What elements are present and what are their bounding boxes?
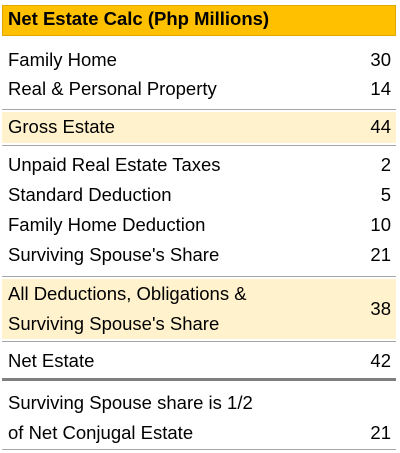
row-value: 5 xyxy=(380,184,391,205)
highlight-band xyxy=(2,279,396,339)
row-value: 44 xyxy=(370,116,391,137)
row-unpaid-taxes: Unpaid Real Estate Taxes 2 xyxy=(0,150,400,180)
row-label: Family Home Deduction xyxy=(8,214,206,235)
divider xyxy=(2,341,396,342)
highlight-band xyxy=(2,112,396,143)
row-all-deductions-line2: Surviving Spouse's Share xyxy=(0,309,400,339)
row-value: 42 xyxy=(370,350,391,371)
row-label: Surviving Spouse's Share xyxy=(8,313,220,334)
row-standard-deduction: Standard Deduction 5 xyxy=(0,180,400,210)
divider xyxy=(2,145,396,146)
row-value: 21 xyxy=(370,244,391,265)
row-family-home-deduction: Family Home Deduction 10 xyxy=(0,210,400,240)
row-value: 2 xyxy=(380,154,391,175)
row-label: All Deductions, Obligations & xyxy=(8,283,247,304)
row-all-deductions-value: 38 xyxy=(0,294,400,324)
row-net-estate: Net Estate 42 xyxy=(0,346,400,376)
row-gross-estate: Gross Estate 44 xyxy=(0,112,400,142)
row-label: Gross Estate xyxy=(8,116,115,137)
row-label: Unpaid Real Estate Taxes xyxy=(8,154,221,175)
row-spouse-half-line1: Surviving Spouse share is 1/2 xyxy=(0,388,400,418)
row-label: of Net Conjugal Estate xyxy=(8,422,194,443)
row-value: 30 xyxy=(370,49,391,70)
row-value: 14 xyxy=(370,78,391,99)
row-family-home: Family Home 30 xyxy=(0,45,400,75)
row-value: 38 xyxy=(370,298,391,319)
row-all-deductions-line1: All Deductions, Obligations & xyxy=(0,279,400,309)
row-label: Surviving Spouse's Share xyxy=(8,244,220,265)
row-label: Family Home xyxy=(8,49,117,70)
table-title: Net Estate Calc (Php Millions) xyxy=(8,8,270,29)
row-spouse-half-line2: of Net Conjugal Estate 21 xyxy=(0,418,400,448)
thick-divider xyxy=(2,378,396,381)
row-real-personal-property: Real & Personal Property 14 xyxy=(0,74,400,104)
divider xyxy=(2,276,396,277)
row-label: Net Estate xyxy=(8,350,95,371)
row-label: Surviving Spouse share is 1/2 xyxy=(8,392,253,413)
divider xyxy=(2,449,396,450)
divider xyxy=(2,109,396,110)
row-value: 21 xyxy=(370,422,391,443)
row-value: 10 xyxy=(370,214,391,235)
title-band xyxy=(2,5,396,36)
row-label: Standard Deduction xyxy=(8,184,172,205)
row-spouse-share: Surviving Spouse's Share 21 xyxy=(0,240,400,270)
row-label: Real & Personal Property xyxy=(8,78,217,99)
